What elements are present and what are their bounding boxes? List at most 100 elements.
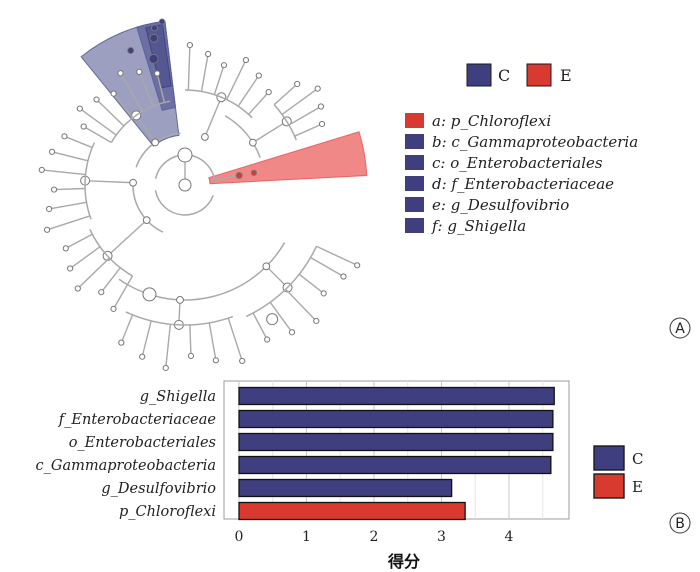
clade-node [43, 226, 51, 233]
clade-node [314, 85, 321, 92]
legend-swatch-E [526, 63, 552, 87]
taxa-swatch-d [405, 176, 424, 191]
cladogram [38, 18, 368, 372]
clade-branch [165, 324, 172, 369]
clade-branch [113, 93, 134, 119]
clade-node [200, 133, 209, 141]
clade-node [136, 68, 143, 75]
legend-label-C: C [498, 66, 510, 85]
y-tick-label: o_Enterobacteriales [69, 435, 216, 451]
bar-g_Shigella [238, 386, 555, 406]
clade-branch [248, 91, 270, 115]
clade-node [98, 289, 105, 296]
clade-branch [208, 322, 217, 361]
clade-branch [310, 256, 344, 278]
clade-node [186, 41, 193, 49]
clade-node [80, 123, 87, 130]
x-tick-label: 4 [505, 529, 514, 545]
legend-swatch-C [466, 63, 492, 87]
root-node [177, 147, 193, 163]
clade-branch [69, 246, 101, 270]
clade-node [38, 166, 45, 174]
clade-branch [316, 245, 358, 266]
clade-node [142, 216, 151, 225]
clade-branch [65, 233, 93, 249]
x-tick-label: 1 [302, 529, 311, 545]
taxa-legend-item-b: b: c_Gammaproteobacteria [432, 133, 638, 151]
clade-node [313, 317, 320, 325]
y-tick-label: c_Gammaproteobacteria [36, 458, 217, 474]
node-b [127, 47, 135, 55]
clade-branch [213, 64, 225, 95]
legend-label-E: E [560, 66, 572, 85]
clade-branch [288, 105, 322, 126]
clade-branch [226, 59, 247, 100]
y-tick-label: p_Chloroflexi [119, 504, 216, 520]
clade-branch [100, 267, 121, 293]
taxa-legend-item-c: c: o_Enterobacteriales [432, 154, 603, 172]
clade-node [129, 178, 137, 187]
clade-node [45, 205, 53, 213]
clade-branch [79, 108, 117, 136]
clade-node [62, 245, 69, 252]
node-d [149, 33, 159, 43]
clade-branch [41, 169, 86, 176]
taxa-legend-item-d: d: f_Enterobacteriaceae [432, 175, 614, 193]
taxa-swatch-e [405, 197, 424, 212]
node-c [148, 53, 159, 64]
clade-node [162, 364, 169, 372]
clade-branch [187, 45, 191, 91]
clade-node [255, 72, 262, 79]
clade-arc [125, 311, 234, 326]
x-tick-label: 3 [437, 529, 446, 545]
x-tick-label: 2 [370, 529, 379, 545]
taxa-legend-item-f: f: g_Shigella [431, 217, 526, 235]
clade-branch [85, 179, 134, 184]
clade-node [354, 262, 361, 269]
panel-marker-b-label: B [675, 516, 685, 532]
clade-node [220, 62, 228, 69]
clade-arc [118, 242, 286, 301]
clade-node [110, 90, 117, 97]
clade-arc [154, 190, 214, 216]
clade-branch [252, 312, 268, 340]
taxa-legend-item-e: e: g_Desulfovibrio [432, 196, 569, 214]
bar-chart: 0 1 2 3 4 g_Shigella f_Enterobacteriaceae o_Ent… [36, 380, 570, 571]
y-tick-label: f_Enterobacteriaceae [58, 412, 216, 428]
clade-node [204, 50, 212, 58]
clade-branch [64, 135, 93, 149]
y-tick-label: g_Desulfovibrio [101, 481, 216, 497]
node-e [158, 18, 166, 25]
clade-arc [89, 229, 133, 277]
bar-c_Gammaproteobacteria [238, 455, 552, 475]
clade-node [48, 148, 56, 155]
clade-branch [51, 151, 89, 162]
taxa-legend: a: p_Chloroflexi b: c_Gammaproteobacteria… [405, 112, 638, 235]
clade-node [248, 138, 257, 147]
legend-swatch-C [593, 445, 625, 471]
clade-branch [96, 99, 125, 127]
clade-highlight-a [208, 131, 368, 185]
clade-branch [120, 314, 134, 343]
clade-node [187, 352, 195, 359]
clade-branch [285, 288, 317, 322]
clade-node [266, 313, 279, 326]
taxa-swatch-c [405, 155, 424, 170]
clade-branch [189, 324, 192, 356]
clade-branch [214, 175, 237, 181]
clade-arc [110, 100, 171, 143]
clade-node [76, 105, 83, 112]
clade-arc [132, 180, 164, 233]
clade-branch [141, 320, 152, 357]
clade-node [262, 262, 271, 271]
group-legend-a: C E [466, 63, 572, 87]
clade-node [154, 70, 161, 77]
clade-node [317, 103, 325, 110]
clade-branch [119, 72, 144, 112]
clade-node [50, 186, 58, 193]
clade-branch [298, 273, 325, 294]
taxa-legend-item-a: a: p_Chloroflexi [432, 112, 551, 130]
clade-node [318, 120, 326, 128]
legend-label-C: C [632, 450, 643, 468]
